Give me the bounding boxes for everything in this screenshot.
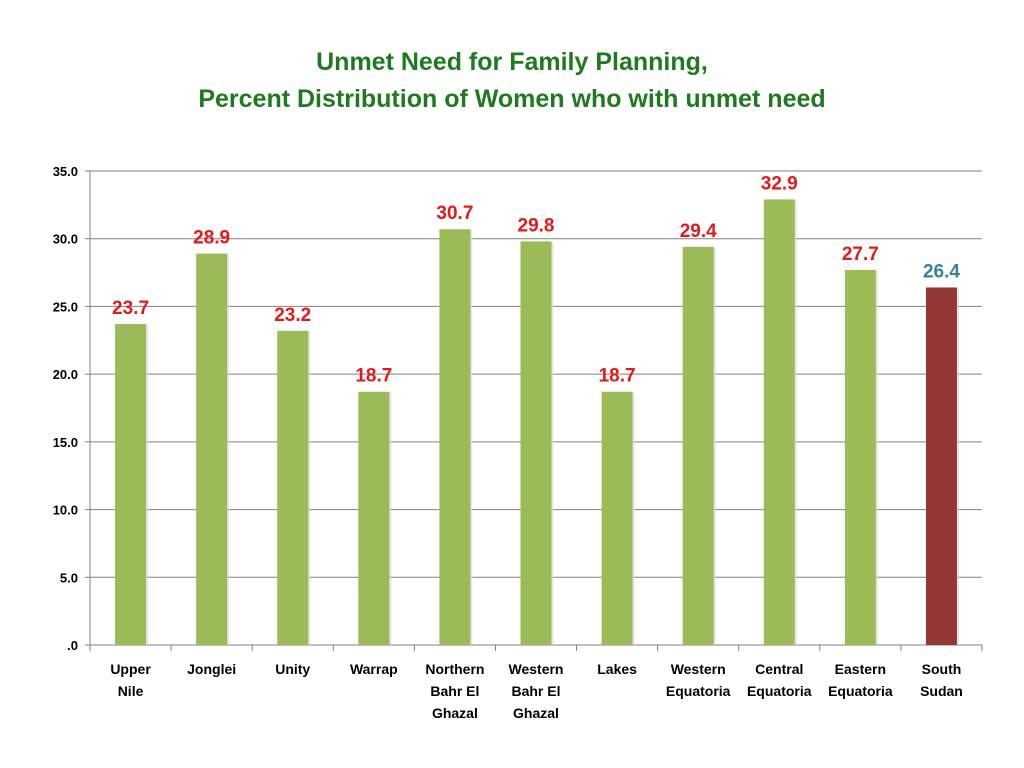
category-label: Jonglei	[187, 661, 236, 677]
chart-subtitle: Percent Distribution of Women who with u…	[198, 85, 826, 113]
category-label: Bahr El	[511, 683, 560, 699]
y-tick-label: 15.0	[53, 435, 78, 450]
bar	[115, 324, 147, 645]
category-label: Equatoria	[828, 683, 893, 699]
category-label: Central	[755, 661, 803, 677]
value-label: 27.7	[842, 244, 879, 265]
y-tick-label: 20.0	[53, 367, 78, 382]
category-label: Lakes	[597, 661, 637, 677]
chart-title: Unmet Need for Family Planning,	[316, 48, 708, 76]
y-tick-label: 5.0	[60, 570, 78, 585]
category-label: Western	[509, 661, 564, 677]
category-label: South	[922, 661, 962, 677]
category-label: Upper	[110, 661, 151, 677]
bar	[763, 199, 795, 645]
value-label: 30.7	[436, 203, 473, 224]
bar	[358, 391, 390, 645]
bar	[844, 269, 876, 645]
bar	[277, 330, 309, 645]
value-label: 26.4	[923, 261, 960, 282]
bars	[115, 199, 959, 645]
category-label: Ghazal	[513, 705, 559, 721]
y-tick-label: 30.0	[53, 232, 78, 247]
category-label: Equatoria	[747, 683, 812, 699]
category-label: Unity	[275, 661, 310, 677]
category-label: Bahr El	[430, 683, 479, 699]
category-label: Northern	[425, 661, 484, 677]
value-label: 29.4	[680, 221, 717, 242]
category-label: Nile	[118, 683, 144, 699]
y-tick-label: 25.0	[53, 299, 78, 314]
value-label: 28.9	[193, 228, 230, 249]
bar	[925, 287, 957, 645]
category-label: Warrap	[350, 661, 398, 677]
value-label: 18.7	[599, 366, 636, 387]
bar	[439, 229, 471, 645]
category-label: Ghazal	[432, 705, 478, 721]
axes: .0 5.0 10.0 15.0 20.0 25.0 30.0 35.0	[53, 164, 983, 653]
y-tick-label: 10.0	[53, 503, 78, 518]
bar	[196, 253, 228, 645]
value-label: 32.9	[761, 173, 798, 194]
y-tick-label: .0	[67, 638, 78, 653]
labels: 23.7 Upper Nile 28.9 Jonglei 23.2 Unity 18.7 War…	[110, 173, 963, 721]
category-label: Equatoria	[666, 683, 731, 699]
category-label: Sudan	[920, 683, 963, 699]
category-label: Eastern	[835, 661, 886, 677]
chart-title-block: Unmet Need for Family Planning, Percent …	[0, 44, 1024, 118]
category-label: Western	[671, 661, 726, 677]
bar	[682, 246, 714, 645]
value-label: 18.7	[355, 366, 392, 387]
value-label: 23.2	[274, 305, 311, 326]
value-label: 23.7	[112, 298, 149, 319]
value-label: 29.8	[518, 215, 555, 236]
bar	[601, 391, 633, 645]
bar	[520, 241, 552, 645]
y-tick-label: 35.0	[53, 164, 78, 179]
